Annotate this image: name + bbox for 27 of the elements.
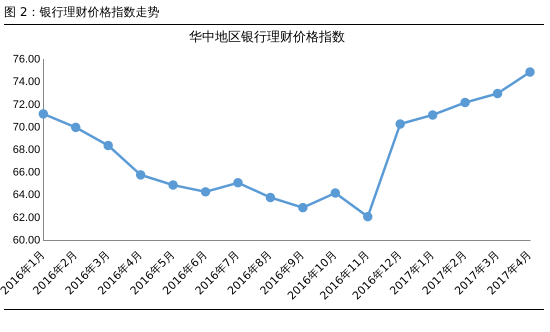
point — [136, 170, 146, 180]
caption: 图 2：银行理财价格指数走势 — [4, 4, 544, 25]
point — [298, 202, 308, 212]
y-tick-label: 60.00 — [12, 234, 40, 246]
point — [492, 88, 502, 98]
point — [168, 180, 178, 190]
y-tick-label: 64.00 — [12, 189, 40, 202]
point — [38, 109, 48, 119]
y-tick-label: 74.00 — [12, 76, 40, 88]
y-tick-label: 70.00 — [12, 121, 40, 134]
y-tick-label: 66.00 — [12, 166, 40, 179]
point — [363, 212, 373, 222]
y-tick-label: 76.00 — [12, 54, 40, 66]
point — [395, 119, 405, 129]
point — [103, 140, 113, 150]
chart-title: 华中地区银行理财价格指数 — [189, 30, 345, 46]
y-tick-label: 72.00 — [12, 98, 40, 111]
point — [525, 67, 535, 77]
point — [428, 110, 438, 120]
point — [70, 122, 80, 132]
point — [460, 98, 470, 108]
point — [233, 178, 243, 188]
point — [330, 188, 340, 198]
point — [266, 192, 276, 202]
y-tick-label: 62.00 — [12, 212, 40, 224]
point — [200, 187, 210, 197]
y-tick-label: 68.00 — [12, 144, 40, 156]
